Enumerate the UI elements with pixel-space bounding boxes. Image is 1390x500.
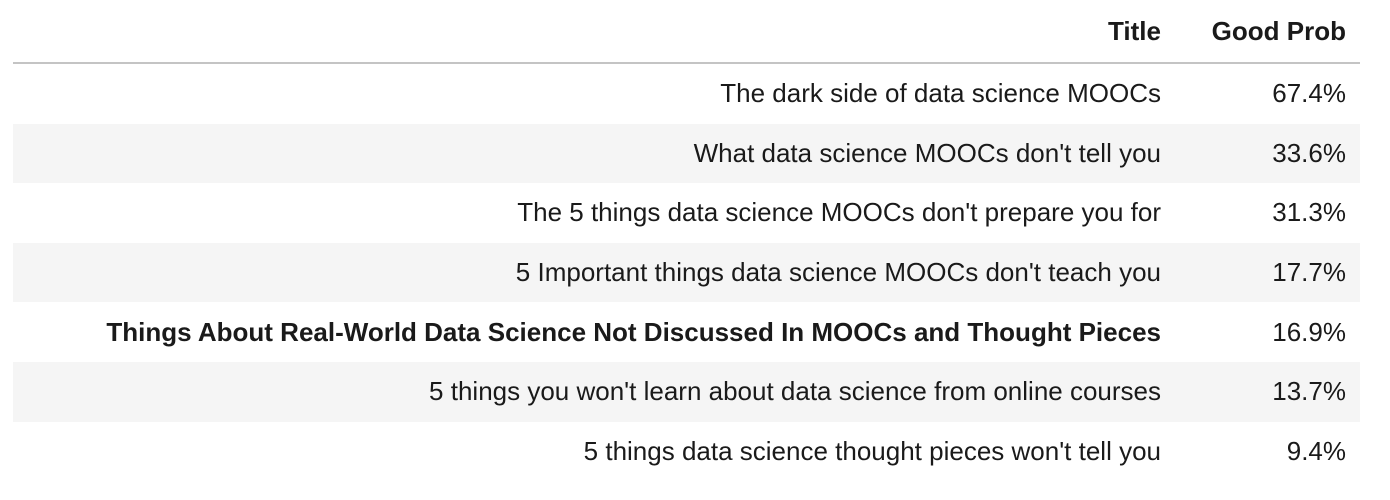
results-table: Title Good Prob The dark side of data sc…	[13, 0, 1360, 481]
table-row: The dark side of data science MOOCs 67.4…	[13, 63, 1360, 124]
table-row: 5 things you won't learn about data scie…	[13, 361, 1360, 422]
title-cell: What data science MOOCs don't tell you	[13, 123, 1175, 184]
table-body: The dark side of data science MOOCs 67.4…	[13, 63, 1360, 481]
title-cell: 5 things you won't learn about data scie…	[13, 361, 1175, 422]
good-prob-cell: 31.3%	[1272, 197, 1346, 228]
header-row: Title Good Prob	[13, 0, 1360, 64]
table-row: The 5 things data science MOOCs don't pr…	[13, 183, 1360, 243]
column-header-title: Title	[13, 0, 1175, 64]
title-cell: 5 things data science thought pieces won…	[583, 435, 1161, 466]
title-cell: 5 Important things data science MOOCs do…	[13, 242, 1175, 303]
table-row: 5 Important things data science MOOCs do…	[13, 242, 1360, 303]
good-prob-cell: 9.4%	[1286, 435, 1346, 466]
table-row: 5 things data science thought pieces won…	[13, 422, 1360, 482]
title-cell: Things About Real-World Data Science Not…	[106, 316, 1161, 347]
good-prob-cell: 17.7%	[1175, 242, 1360, 303]
good-prob-cell: 33.6%	[1175, 123, 1360, 184]
title-cell: The 5 things data science MOOCs don't pr…	[517, 197, 1161, 228]
good-prob-cell: 13.7%	[1175, 361, 1360, 422]
good-prob-cell: 16.9%	[1272, 316, 1346, 347]
table-row: What data science MOOCs don't tell you 3…	[13, 123, 1360, 184]
table-header: Title Good Prob	[13, 0, 1360, 64]
good-prob-cell: 67.4%	[1272, 78, 1346, 109]
table-row: Things About Real-World Data Science Not…	[13, 302, 1360, 362]
column-header-good-prob: Good Prob	[1175, 0, 1360, 64]
results-table-container: Title Good Prob The dark side of data sc…	[13, 0, 1360, 481]
title-cell: The dark side of data science MOOCs	[720, 78, 1161, 109]
